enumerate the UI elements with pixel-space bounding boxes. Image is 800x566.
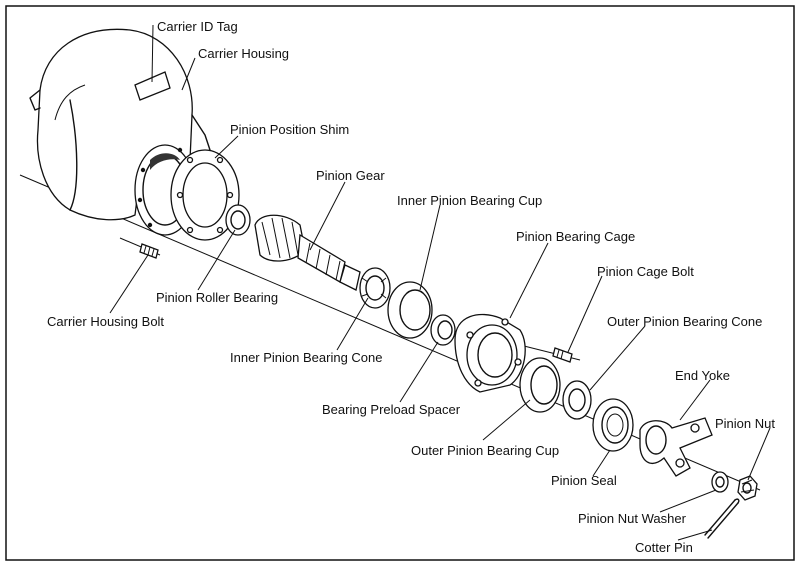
- label-pinion-bearing-cage: Pinion Bearing Cage: [516, 229, 635, 244]
- label-carrier-housing-bolt: Carrier Housing Bolt: [47, 314, 164, 329]
- carrier-housing-bolt-part: [139, 243, 159, 259]
- label-pinion-roller-bearing: Pinion Roller Bearing: [156, 290, 278, 305]
- label-carrier-housing: Carrier Housing: [198, 46, 289, 61]
- leader-lines: [109, 24, 771, 541]
- pinion-nut-part: [737, 475, 758, 501]
- pinion-seal-part: [592, 398, 634, 452]
- label-outer-pinion-bearing-cup: Outer Pinion Bearing Cup: [411, 443, 559, 458]
- outer-pinion-bearing-cone-part: [562, 380, 592, 420]
- label-cotter-pin: Cotter Pin: [635, 540, 693, 555]
- end-yoke-part: [639, 417, 713, 477]
- label-pinion-gear: Pinion Gear: [316, 168, 385, 183]
- cotter-pin-part: [704, 498, 740, 539]
- diagram-border: [5, 5, 795, 561]
- pinion-roller-bearing-part: [225, 204, 251, 236]
- label-bearing-preload-spacer: Bearing Preload Spacer: [322, 402, 461, 417]
- label-pinion-nut: Pinion Nut: [715, 416, 775, 431]
- inner-pinion-bearing-cup-part: [387, 281, 433, 339]
- assembly-axis-line: [19, 174, 761, 491]
- label-end-yoke: End Yoke: [675, 368, 730, 383]
- pinion-gear-part: [254, 214, 361, 291]
- pinion-position-shim-part: [170, 149, 240, 241]
- outer-pinion-bearing-cup-part: [519, 357, 561, 413]
- label-pinion-seal: Pinion Seal: [551, 473, 617, 488]
- label-pinion-position-shim: Pinion Position Shim: [230, 122, 349, 137]
- label-carrier-id-tag: Carrier ID Tag: [157, 19, 238, 34]
- pinion-bearing-cage-part: [454, 313, 526, 393]
- label-inner-pinion-bearing-cup: Inner Pinion Bearing Cup: [397, 193, 542, 208]
- label-pinion-nut-washer: Pinion Nut Washer: [578, 511, 687, 526]
- bearing-preload-spacer-part: [430, 314, 456, 346]
- carrier-id-tag-part: [134, 71, 171, 101]
- pinion-nut-washer-part: [711, 471, 729, 493]
- label-outer-pinion-bearing-cone: Outer Pinion Bearing Cone: [607, 314, 762, 329]
- label-pinion-cage-bolt: Pinion Cage Bolt: [597, 264, 694, 279]
- pinion-cage-bolt-part: [552, 347, 573, 363]
- inner-pinion-bearing-cone-part: [359, 267, 391, 309]
- label-inner-pinion-bearing-cone: Inner Pinion Bearing Cone: [230, 350, 383, 365]
